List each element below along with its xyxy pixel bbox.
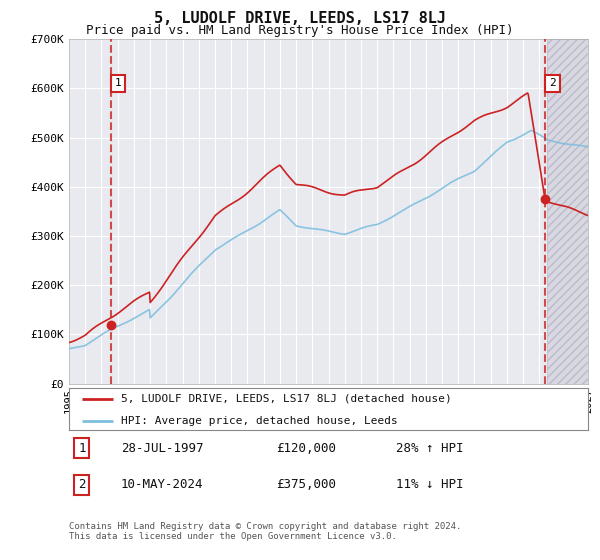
Text: HPI: Average price, detached house, Leeds: HPI: Average price, detached house, Leed… (121, 416, 398, 426)
Text: £120,000: £120,000 (277, 442, 337, 455)
Text: £375,000: £375,000 (277, 478, 337, 492)
Text: 28% ↑ HPI: 28% ↑ HPI (396, 442, 463, 455)
Text: 28-JUL-1997: 28-JUL-1997 (121, 442, 203, 455)
Point (106, 320, 115, 329)
Text: 1: 1 (78, 442, 86, 455)
Text: Contains HM Land Registry data © Crown copyright and database right 2024.
This d: Contains HM Land Registry data © Crown c… (69, 522, 461, 542)
Text: 1: 1 (115, 78, 121, 88)
Point (541, 195, 550, 204)
Text: 10-MAY-2024: 10-MAY-2024 (121, 478, 203, 492)
Text: 5, LUDOLF DRIVE, LEEDS, LS17 8LJ (detached house): 5, LUDOLF DRIVE, LEEDS, LS17 8LJ (detach… (121, 394, 452, 404)
Bar (547, 39, 596, 384)
Text: 2: 2 (549, 78, 556, 88)
Text: 2: 2 (78, 478, 86, 492)
Text: 11% ↓ HPI: 11% ↓ HPI (396, 478, 463, 492)
Text: Price paid vs. HM Land Registry's House Price Index (HPI): Price paid vs. HM Land Registry's House … (86, 24, 514, 37)
Text: 5, LUDOLF DRIVE, LEEDS, LS17 8LJ: 5, LUDOLF DRIVE, LEEDS, LS17 8LJ (154, 11, 446, 26)
